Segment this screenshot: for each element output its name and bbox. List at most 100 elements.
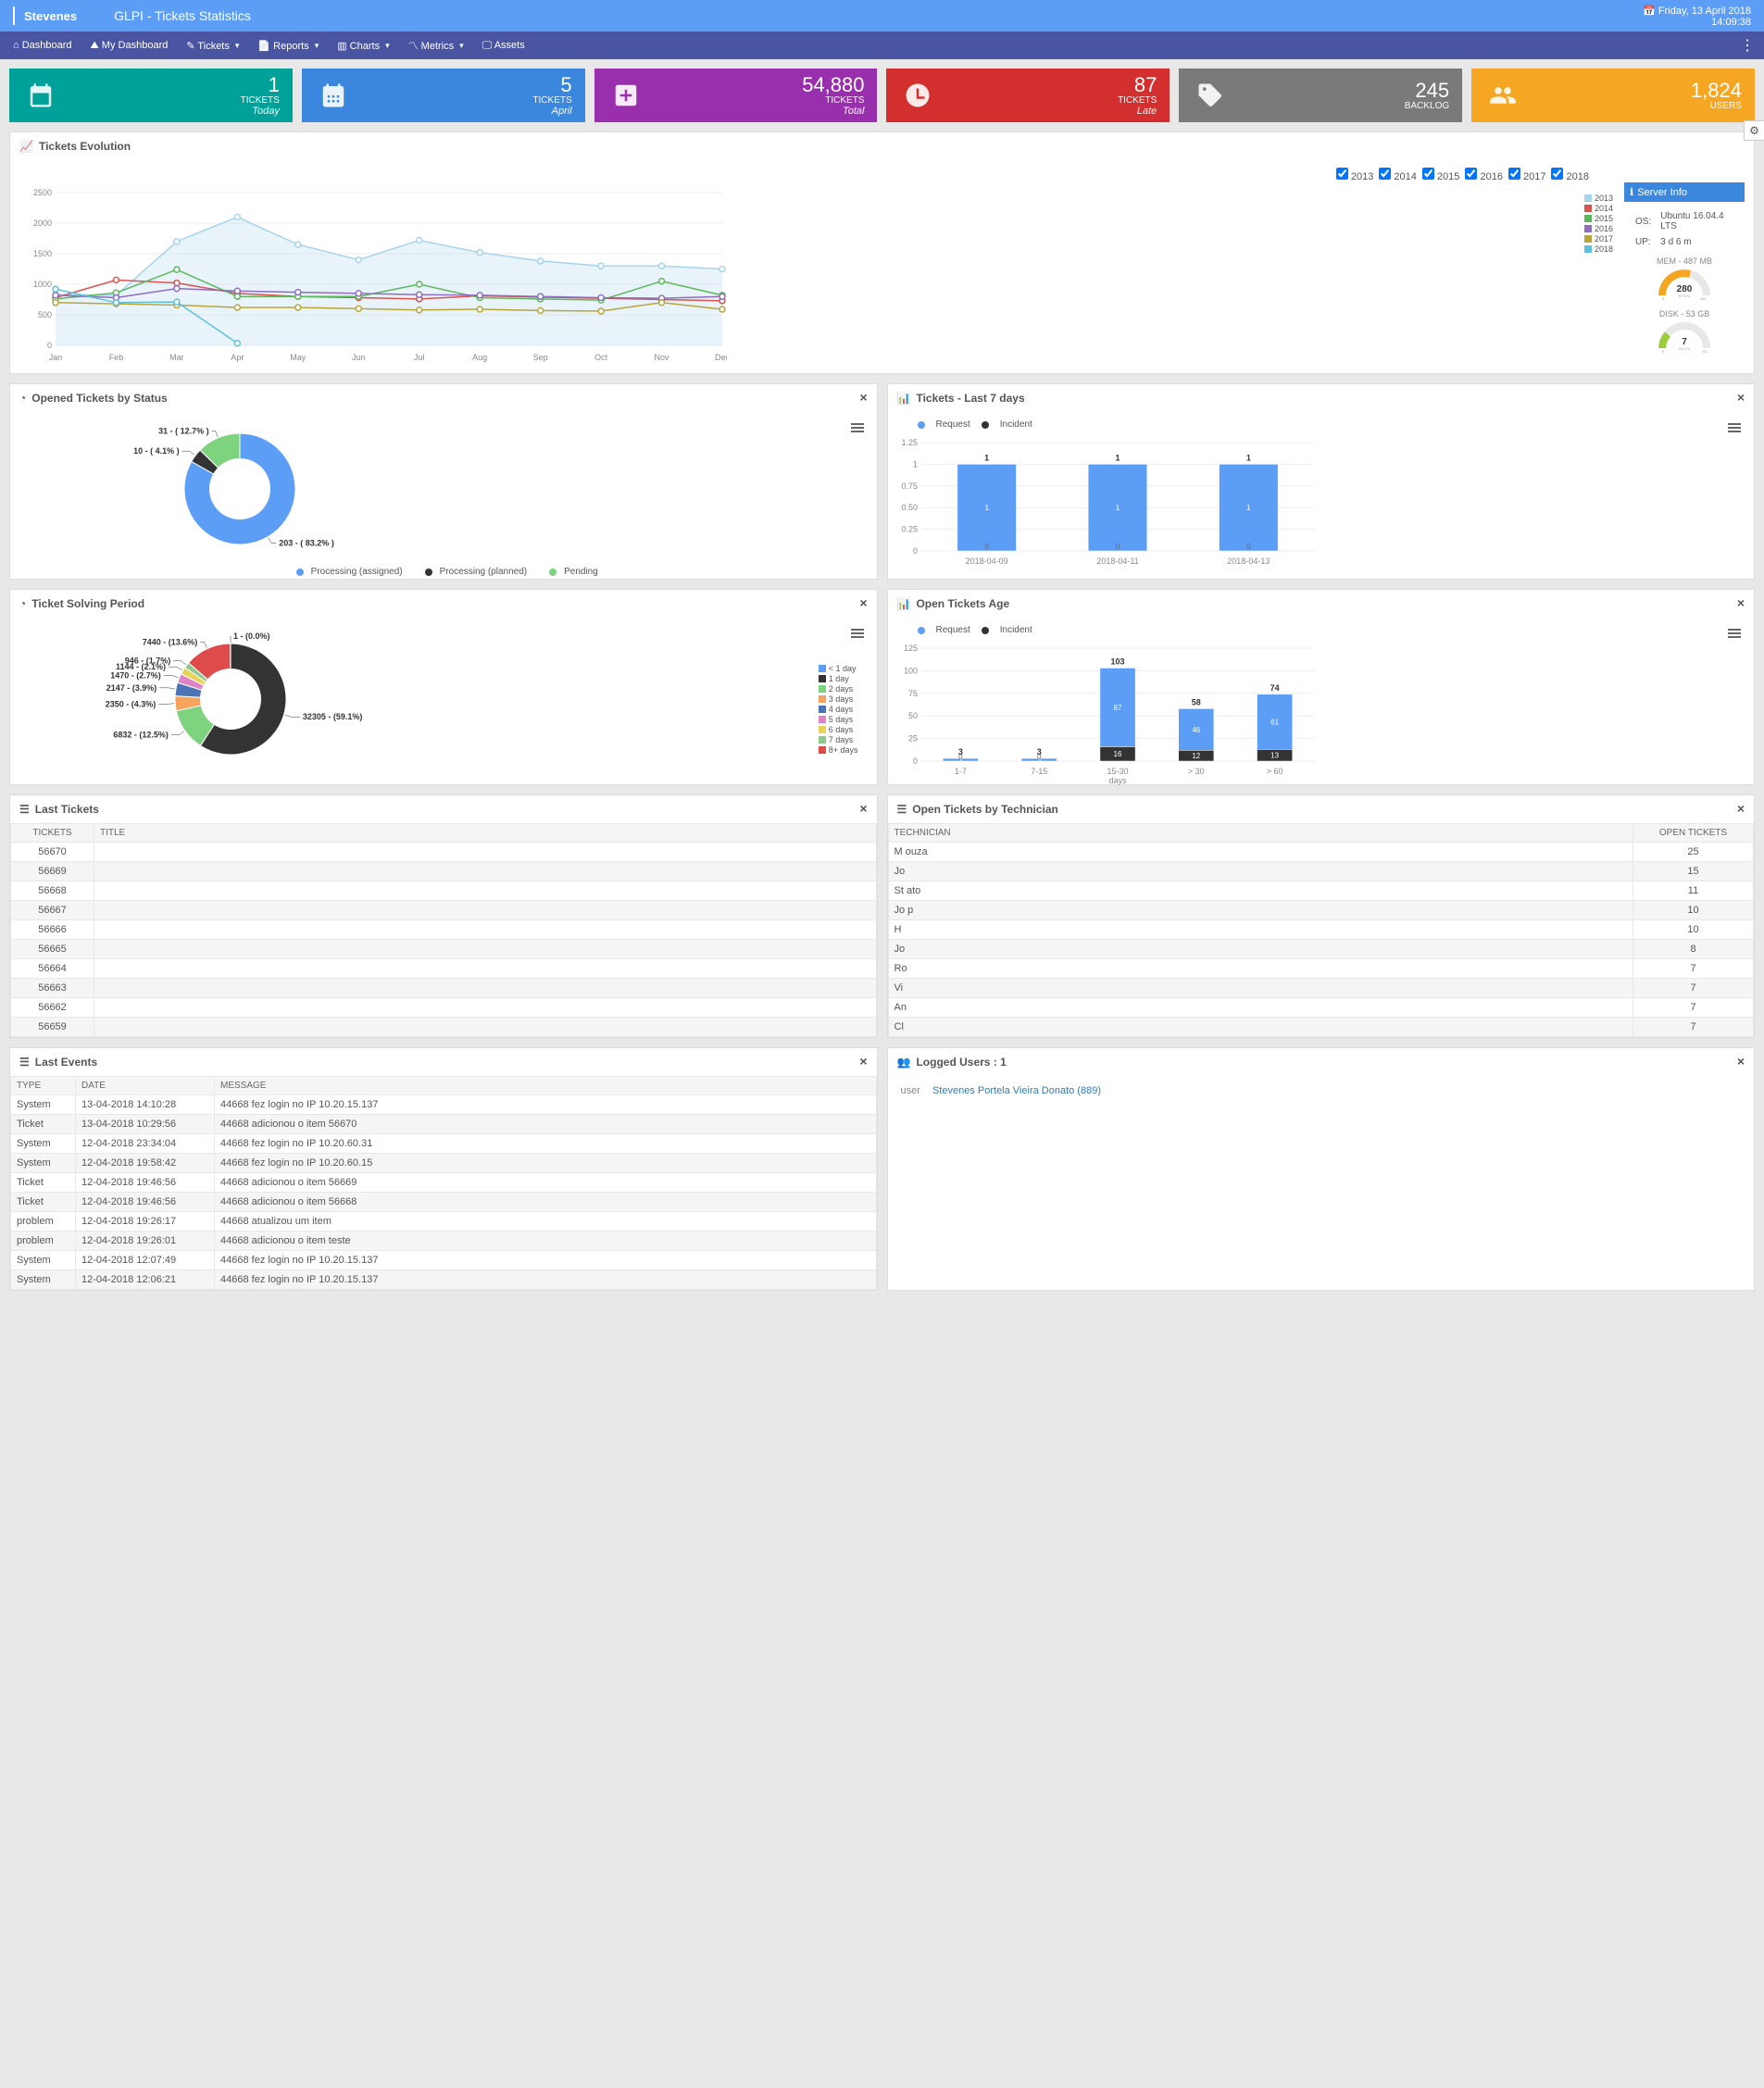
close-icon[interactable]: × — [1737, 801, 1745, 816]
svg-text:50: 50 — [907, 711, 917, 720]
metric-card-late[interactable]: 87TICKETSLate — [886, 69, 1170, 122]
legend-item[interactable]: Incident — [982, 625, 1032, 635]
chart-menu-icon[interactable] — [1728, 421, 1741, 434]
table-row[interactable]: 56662 — [11, 998, 877, 1018]
table-row[interactable]: 56668 — [11, 881, 877, 901]
nav-tickets[interactable]: ✎ Tickets — [186, 38, 239, 53]
nav-charts[interactable]: ▥ Charts — [337, 38, 389, 53]
close-icon[interactable]: × — [859, 595, 867, 610]
svg-text:75: 75 — [907, 688, 917, 697]
table-row[interactable]: Vi7 — [888, 979, 1754, 998]
year-toggle-2018[interactable]: 2018 — [1551, 171, 1589, 182]
mem-gauge: 280 57.5 % 0 487 — [1657, 268, 1712, 301]
nav-my-dashboard[interactable]: ⛰ My Dashboard — [91, 38, 169, 53]
panel-solving: ◔ Ticket Solving Period × 1 - (0.0%)3230… — [9, 589, 878, 785]
solving-donut-chart: 1 - (0.0%)32305 - (59.1%)6832 - (12.5%)2… — [18, 625, 444, 773]
table-row[interactable]: Jo8 — [888, 940, 1754, 959]
legend-item[interactable]: Pending — [542, 567, 598, 577]
table-row[interactable]: Jo15 — [888, 862, 1754, 881]
svg-text:0: 0 — [1246, 543, 1251, 551]
table-row[interactable]: 56670 — [11, 843, 877, 862]
legend-item[interactable]: Request — [918, 625, 970, 635]
legend-item[interactable]: Processing (planned) — [418, 567, 528, 577]
table-row[interactable]: problem12-04-2018 19:26:1744668 atualizo… — [11, 1212, 877, 1232]
chart-menu-icon[interactable] — [851, 627, 864, 640]
svg-text:> 30: > 30 — [1187, 767, 1204, 776]
close-icon[interactable]: × — [859, 390, 867, 405]
table-row[interactable]: 56665 — [11, 940, 877, 959]
table-row[interactable]: Ticket12-04-2018 19:46:5644668 adicionou… — [11, 1193, 877, 1212]
metric-card-april[interactable]: 5TICKETSApril — [302, 69, 585, 122]
year-toggle-2016[interactable]: 2016 — [1465, 171, 1503, 182]
legend-item[interactable]: Incident — [982, 419, 1032, 430]
table-row[interactable]: H10 — [888, 920, 1754, 940]
nav-metrics[interactable]: 〽 Metrics — [408, 38, 464, 53]
table-row[interactable]: M ouza25 — [888, 843, 1754, 862]
legend-item-2015[interactable]: 2015 — [1584, 214, 1613, 223]
legend-item[interactable]: 4 days — [819, 705, 858, 714]
metric-card-[interactable]: 245BACKLOG — [1179, 69, 1462, 122]
table-row[interactable]: problem12-04-2018 19:26:0144668 adiciono… — [11, 1232, 877, 1251]
legend-item-2018[interactable]: 2018 — [1584, 244, 1613, 254]
legend-item-2016[interactable]: 2016 — [1584, 224, 1613, 233]
year-toggle-2014[interactable]: 2014 — [1379, 171, 1417, 182]
close-icon[interactable]: × — [1737, 390, 1745, 405]
table-row[interactable]: System12-04-2018 12:07:4944668 fez login… — [11, 1251, 877, 1270]
legend-item[interactable]: 3 days — [819, 694, 858, 704]
table-row[interactable]: System13-04-2018 14:10:2844668 fez login… — [11, 1095, 877, 1115]
nav-dashboard[interactable]: ⌂ Dashboard — [13, 38, 72, 53]
table-row[interactable]: Ticket12-04-2018 19:46:5644668 adicionou… — [11, 1173, 877, 1193]
year-toggle-2013[interactable]: 2013 — [1336, 171, 1374, 182]
svg-text:1: 1 — [1246, 504, 1251, 512]
more-menu-icon[interactable]: ⋮ — [1740, 36, 1755, 55]
table-row[interactable]: Cl7 — [888, 1018, 1754, 1037]
year-toggle-2017[interactable]: 2017 — [1508, 171, 1546, 182]
chart-menu-icon[interactable] — [851, 421, 864, 434]
legend-item[interactable]: 2 days — [819, 684, 858, 694]
legend-item[interactable]: 8+ days — [819, 745, 858, 755]
close-icon[interactable]: × — [859, 801, 867, 816]
table-row[interactable]: System12-04-2018 19:58:4244668 fez login… — [11, 1154, 877, 1173]
table-row[interactable]: 56663 — [11, 979, 877, 998]
svg-text:125: 125 — [903, 644, 917, 653]
legend-item[interactable]: < 1 day — [819, 664, 858, 673]
year-toggle-2015[interactable]: 2015 — [1422, 171, 1460, 182]
legend-item[interactable]: 1 day — [819, 674, 858, 683]
close-icon[interactable]: × — [859, 1054, 867, 1069]
nav-reports[interactable]: 📄 Reports — [257, 38, 319, 53]
brand[interactable]: Stevenes — [24, 9, 77, 23]
metric-card-today[interactable]: 1TICKETSToday — [9, 69, 293, 122]
legend-item[interactable]: 6 days — [819, 725, 858, 734]
table-row[interactable]: 56664 — [11, 959, 877, 979]
close-icon[interactable]: × — [1737, 595, 1745, 610]
legend-item[interactable]: 5 days — [819, 715, 858, 724]
metric-card-total[interactable]: 54,880TICKETSTotal — [594, 69, 878, 122]
svg-text:1.25: 1.25 — [901, 438, 918, 447]
legend-item[interactable]: Processing (assigned) — [289, 567, 403, 577]
legend-item[interactable]: 7 days — [819, 735, 858, 744]
table-row[interactable]: Ro7 — [888, 959, 1754, 979]
table-row[interactable]: Jo p10 — [888, 901, 1754, 920]
metric-card-[interactable]: 1,824USERS — [1471, 69, 1755, 122]
table-row[interactable]: 56667 — [11, 901, 877, 920]
table-row[interactable]: System12-04-2018 23:34:0444668 fez login… — [11, 1134, 877, 1154]
svg-text:0.50: 0.50 — [901, 503, 918, 512]
nav-assets[interactable]: 🖵 Assets — [482, 38, 525, 53]
table-row[interactable]: An7 — [888, 998, 1754, 1018]
table-row[interactable]: 56669 — [11, 862, 877, 881]
svg-text:7-15: 7-15 — [1031, 767, 1047, 776]
table-row[interactable]: System12-04-2018 12:06:2144668 fez login… — [11, 1270, 877, 1290]
table-row[interactable]: St ato11 — [888, 881, 1754, 901]
table-row[interactable]: 56659 — [11, 1018, 877, 1037]
panel-open-age: 📊 Open Tickets Age × RequestIncident 025… — [887, 589, 1756, 785]
table-row[interactable]: 56666 — [11, 920, 877, 940]
table-row[interactable]: Ticket13-04-2018 10:29:5644668 adicionou… — [11, 1115, 877, 1134]
legend-item[interactable]: Request — [918, 419, 970, 430]
close-icon[interactable]: × — [1737, 1054, 1745, 1069]
chart-menu-icon[interactable] — [1728, 627, 1741, 640]
legend-item-2017[interactable]: 2017 — [1584, 234, 1613, 244]
settings-gear-icon[interactable]: ⚙ — [1744, 120, 1764, 141]
legend-item-2014[interactable]: 2014 — [1584, 204, 1613, 213]
legend-item-2013[interactable]: 2013 — [1584, 194, 1613, 203]
last7-legend: Request Incident — [895, 419, 1747, 431]
